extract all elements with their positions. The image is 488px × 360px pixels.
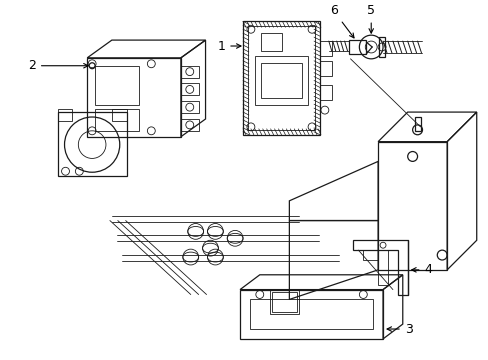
Bar bbox=[181, 119, 198, 131]
Bar bbox=[181, 84, 198, 95]
Bar bbox=[414, 117, 420, 131]
Bar bbox=[254, 56, 307, 105]
Text: 2: 2 bbox=[28, 59, 88, 72]
Text: 4: 4 bbox=[411, 264, 431, 276]
Bar bbox=[247, 26, 314, 130]
Bar bbox=[87, 58, 181, 137]
Bar bbox=[112, 109, 126, 121]
Bar bbox=[260, 33, 282, 51]
Bar bbox=[260, 63, 302, 98]
Bar bbox=[271, 292, 297, 312]
Bar bbox=[319, 85, 331, 100]
Bar bbox=[319, 61, 331, 76]
Bar bbox=[249, 300, 372, 329]
Bar bbox=[378, 37, 384, 57]
Text: 3: 3 bbox=[386, 323, 412, 336]
Bar bbox=[269, 289, 299, 314]
Text: 1: 1 bbox=[217, 40, 241, 53]
Bar bbox=[181, 101, 198, 113]
Bar bbox=[95, 109, 139, 131]
Bar bbox=[319, 41, 331, 56]
Bar bbox=[243, 21, 319, 135]
Bar bbox=[58, 109, 72, 121]
Text: 5: 5 bbox=[366, 4, 374, 33]
Bar bbox=[181, 66, 198, 77]
Bar bbox=[95, 66, 139, 105]
Text: 6: 6 bbox=[329, 4, 353, 38]
Bar bbox=[58, 112, 126, 176]
Bar bbox=[348, 40, 366, 54]
